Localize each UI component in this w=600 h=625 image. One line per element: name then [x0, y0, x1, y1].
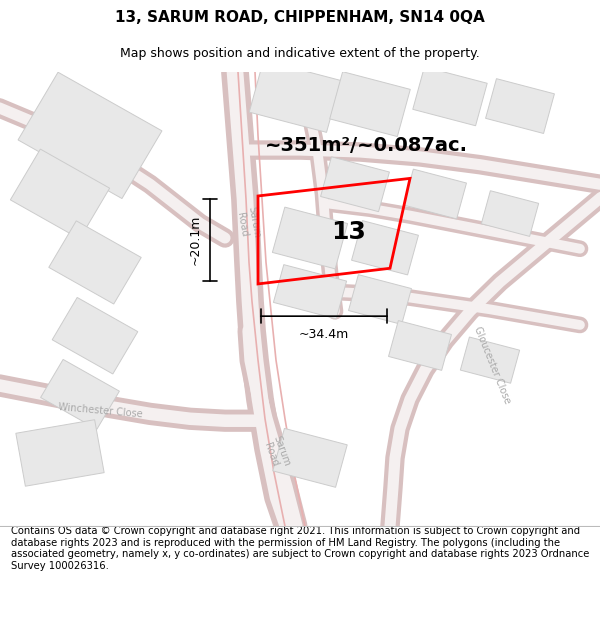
Text: Sarum
Road: Sarum Road — [235, 206, 262, 241]
Text: 13, SARUM ROAD, CHIPPENHAM, SN14 0QA: 13, SARUM ROAD, CHIPPENHAM, SN14 0QA — [115, 11, 485, 26]
Text: Sarum
Road: Sarum Road — [260, 434, 292, 472]
Polygon shape — [413, 67, 487, 126]
Polygon shape — [320, 157, 389, 212]
Polygon shape — [16, 420, 104, 486]
Text: 13: 13 — [332, 219, 367, 244]
Polygon shape — [49, 221, 141, 304]
Polygon shape — [404, 169, 466, 219]
Polygon shape — [10, 149, 110, 239]
Text: Winchester Close: Winchester Close — [58, 402, 143, 419]
Polygon shape — [249, 60, 341, 132]
Polygon shape — [272, 207, 347, 269]
Polygon shape — [273, 428, 347, 488]
Polygon shape — [352, 221, 418, 275]
Polygon shape — [460, 337, 520, 383]
Text: Contains OS data © Crown copyright and database right 2021. This information is : Contains OS data © Crown copyright and d… — [11, 526, 589, 571]
Polygon shape — [481, 191, 539, 236]
Polygon shape — [41, 359, 119, 429]
Polygon shape — [330, 72, 410, 137]
Text: Gloucester Close: Gloucester Close — [472, 325, 512, 405]
Polygon shape — [18, 72, 162, 199]
Text: ~351m²/~0.087ac.: ~351m²/~0.087ac. — [265, 136, 468, 154]
Text: ~34.4m: ~34.4m — [299, 328, 349, 341]
Text: Map shows position and indicative extent of the property.: Map shows position and indicative extent… — [120, 48, 480, 61]
Polygon shape — [485, 79, 554, 134]
Polygon shape — [389, 321, 451, 371]
Polygon shape — [274, 264, 347, 319]
Polygon shape — [52, 298, 138, 374]
Text: ~20.1m: ~20.1m — [189, 215, 202, 265]
Polygon shape — [349, 274, 412, 324]
